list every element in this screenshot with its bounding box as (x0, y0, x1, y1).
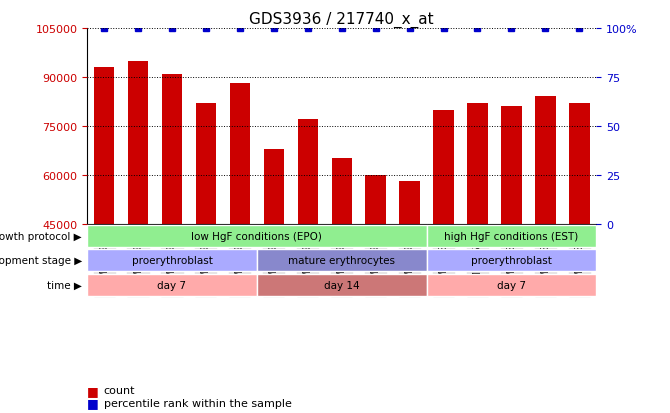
Bar (94, 68, 115, 370)
Bar (467, 104, 488, 370)
Bar (433, 110, 454, 370)
Text: day 14: day 14 (324, 280, 360, 290)
Bar (535, 97, 555, 370)
Text: count: count (104, 385, 135, 395)
Bar (399, 182, 420, 370)
Bar (569, 104, 590, 370)
Text: mature erythrocytes: mature erythrocytes (288, 256, 395, 266)
Text: proerythroblast: proerythroblast (131, 256, 212, 266)
Text: high HgF conditions (EST): high HgF conditions (EST) (444, 231, 579, 241)
Text: ■: ■ (87, 384, 99, 397)
Bar (128, 62, 148, 370)
Text: day 7: day 7 (497, 280, 526, 290)
Bar (427, 225, 596, 247)
Bar (87, 274, 257, 296)
Bar (257, 250, 427, 272)
Bar (230, 84, 250, 370)
Bar (263, 150, 284, 370)
Bar (427, 250, 596, 272)
Bar (501, 107, 522, 370)
Bar (332, 159, 352, 370)
Text: proerythroblast: proerythroblast (471, 256, 552, 266)
Bar (365, 176, 386, 370)
Text: percentile rank within the sample: percentile rank within the sample (104, 398, 291, 408)
Bar (196, 104, 216, 370)
Bar (87, 250, 257, 272)
Title: GDS3936 / 217740_x_at: GDS3936 / 217740_x_at (249, 12, 434, 28)
Bar (161, 74, 182, 370)
Text: time ▶: time ▶ (47, 280, 82, 290)
Text: low HgF conditions (EPO): low HgF conditions (EPO) (192, 231, 322, 241)
Text: growth protocol ▶: growth protocol ▶ (0, 231, 82, 241)
Bar (87, 225, 427, 247)
Text: ■: ■ (87, 396, 99, 409)
Text: development stage ▶: development stage ▶ (0, 256, 82, 266)
Bar (297, 120, 318, 370)
Text: day 7: day 7 (157, 280, 186, 290)
Bar (257, 274, 427, 296)
Bar (427, 274, 596, 296)
